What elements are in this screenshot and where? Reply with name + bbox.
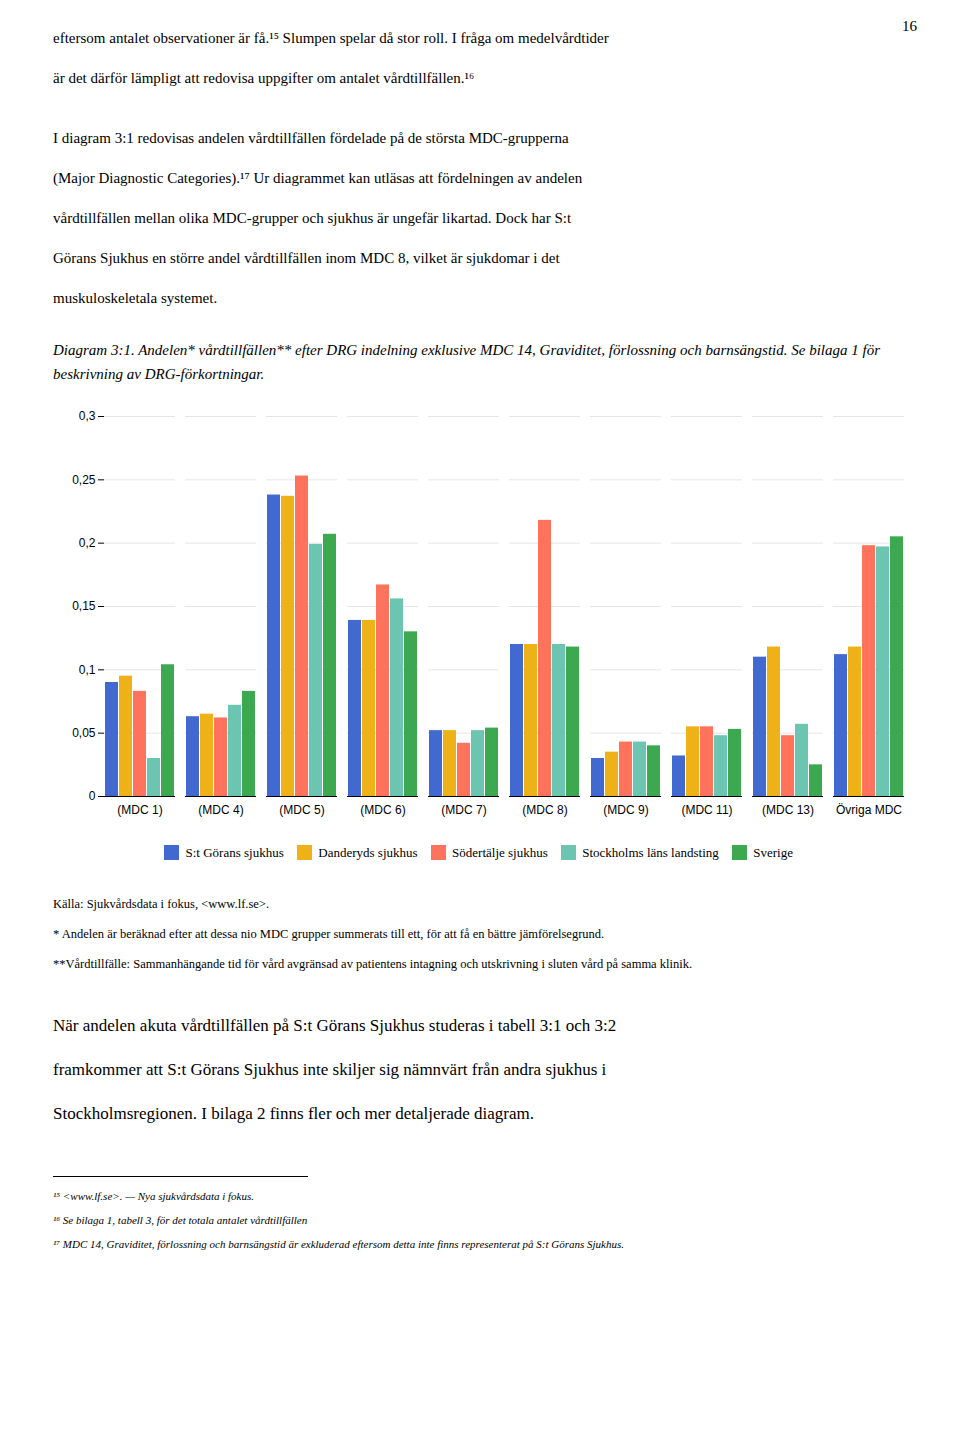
svg-text:0,3: 0,3: [79, 409, 96, 423]
svg-text:(MDC 7): (MDC 7): [441, 803, 486, 817]
html-text:¹⁵ <www.lf.se>. — Nya sjukvård: ¹⁵ <www.lf.se>. — Nya sjukvårdsdata i fo…: [53, 1189, 254, 1202]
html-text:Källa: Sjukvårdsdata i fokus,: Källa: Sjukvårdsdata i fokus, <www.lf.se…: [53, 896, 269, 911]
svg-text:Övriga MDC: Övriga MDC: [836, 803, 902, 817]
svg-text:0,25: 0,25: [72, 473, 96, 487]
html-text:Sverige: Sverige: [753, 844, 793, 860]
svg-text:0,05: 0,05: [72, 726, 96, 740]
html-text:16: 16: [902, 18, 917, 34]
html-text:I diagram 3:1 redovisas andele: I diagram 3:1 redovisas andelen vårdtill…: [53, 130, 569, 146]
svg-text:(MDC 6): (MDC 6): [360, 803, 405, 817]
svg-text:0,15: 0,15: [72, 599, 96, 613]
html-text:När andelen akuta vårdtillfäll: När andelen akuta vårdtillfällen på S:t …: [53, 1015, 617, 1035]
svg-text:0,2: 0,2: [79, 536, 96, 550]
svg-text:(MDC 4): (MDC 4): [198, 803, 243, 817]
html-text:(Major Diagnostic Categories).: (Major Diagnostic Categories).¹⁷ Ur diag…: [53, 170, 583, 186]
svg-text:(MDC 5): (MDC 5): [279, 803, 324, 817]
html-text:**Vårdtillfälle: Sammanhängand: **Vårdtillfälle: Sammanhängande tid för …: [53, 956, 693, 971]
svg-text:0,1: 0,1: [79, 663, 96, 677]
html-text:¹⁶ Se bilaga 1, tabell 3, för: ¹⁶ Se bilaga 1, tabell 3, för det totala…: [53, 1213, 308, 1226]
html-text:Stockholmsregionen. I bilaga 2: Stockholmsregionen. I bilaga 2 finns fle…: [53, 1103, 534, 1123]
html-text:är det därför lämpligt att red: är det därför lämpligt att redovisa uppg…: [53, 70, 475, 86]
html-text:vårdtillfällen mellan olika MD: vårdtillfällen mellan olika MDC-grupper …: [53, 210, 572, 226]
html-text:Södertälje sjukhus: Södertälje sjukhus: [452, 844, 548, 860]
html-text:* Andelen är beräknad efter at: * Andelen är beräknad efter att dessa ni…: [53, 926, 605, 941]
svg-text:(MDC 8): (MDC 8): [522, 803, 567, 817]
html-text:eftersom antalet observationer: eftersom antalet observationer är få.¹⁵ …: [53, 30, 609, 46]
html-text:Danderyds sjukhus: Danderyds sjukhus: [318, 844, 418, 860]
html-text:S:t Görans sjukhus: S:t Görans sjukhus: [185, 844, 284, 860]
svg-text:(MDC 9): (MDC 9): [603, 803, 648, 817]
html-text:Stockholms läns landsting: Stockholms läns landsting: [582, 844, 719, 860]
html-text:Görans Sjukhus en större andel: Görans Sjukhus en större andel vårdtillf…: [53, 250, 560, 266]
html-text:muskuloskeletala systemet.: muskuloskeletala systemet.: [53, 290, 218, 306]
html-text:Diagram 3:1. Andelen* vårdtill: Diagram 3:1. Andelen* vårdtillfällen** e…: [53, 342, 880, 382]
html-text:¹⁷ MDC 14, Graviditet, förloss: ¹⁷ MDC 14, Graviditet, förlossning och b…: [53, 1237, 624, 1250]
svg-text:(MDC 11): (MDC 11): [681, 803, 732, 817]
svg-text:(MDC 13): (MDC 13): [762, 803, 814, 817]
svg-text:(MDC 1): (MDC 1): [117, 803, 162, 817]
svg-text:0: 0: [89, 789, 96, 803]
html-text:framkommer att S:t Görans Sjuk: framkommer att S:t Görans Sjukhus inte s…: [53, 1059, 607, 1079]
